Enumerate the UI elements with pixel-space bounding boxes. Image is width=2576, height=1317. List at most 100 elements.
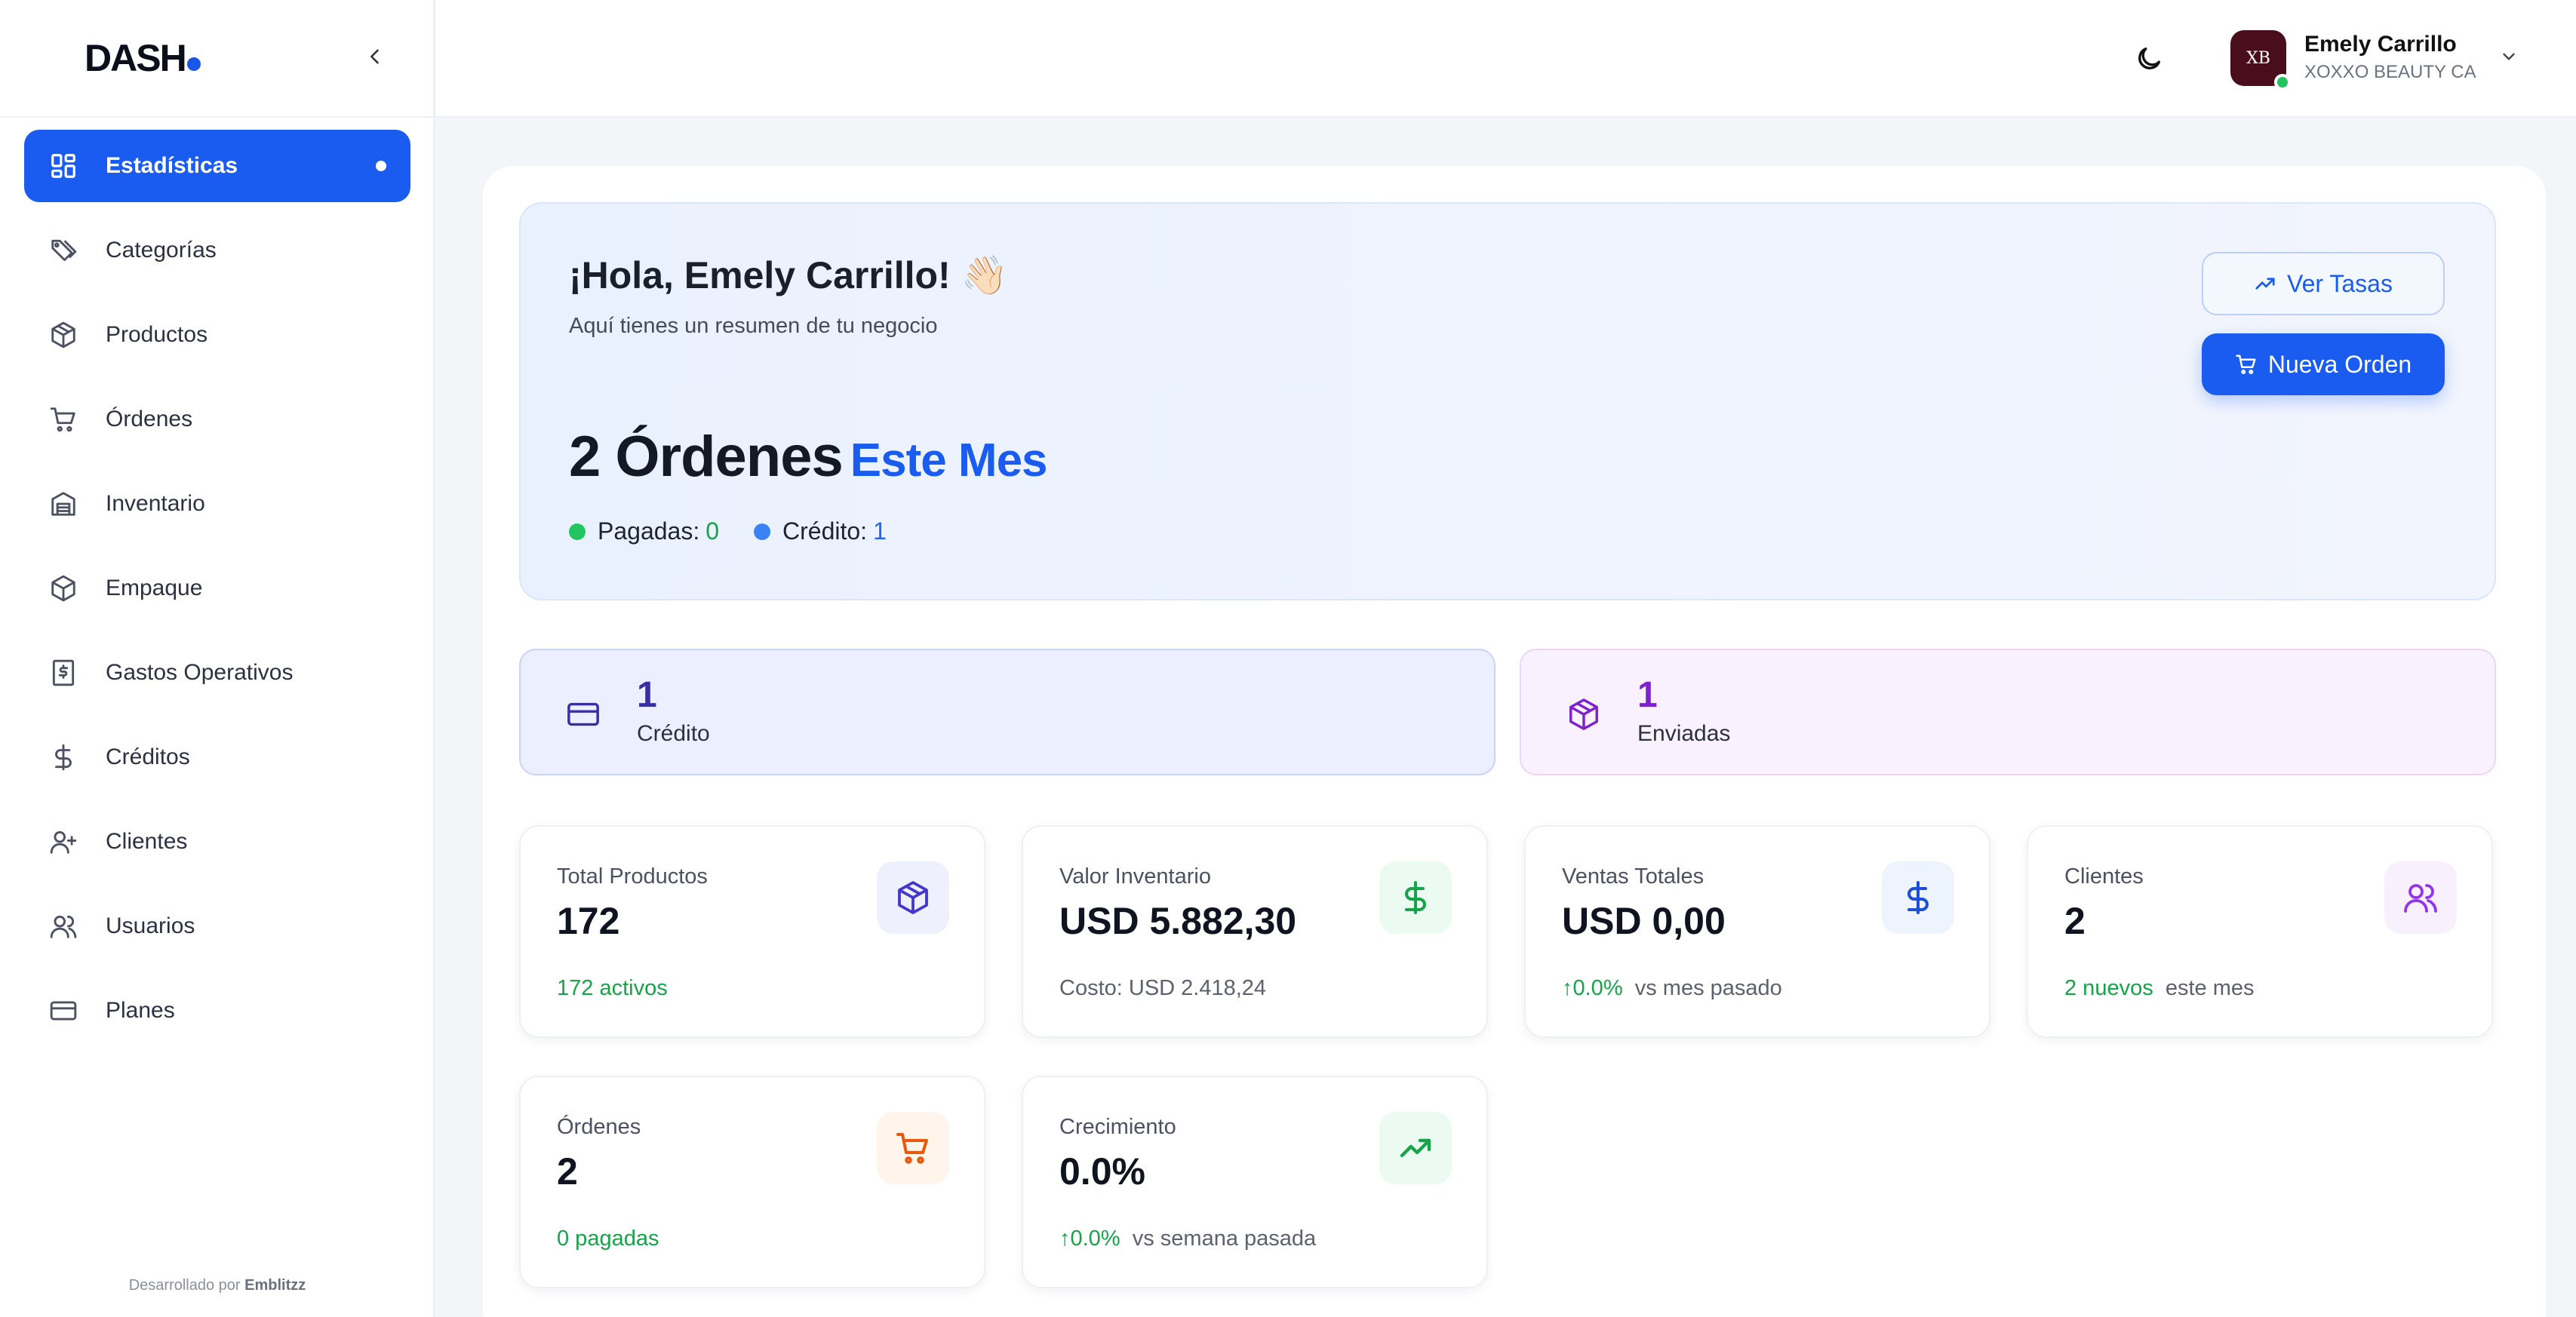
dashboard-grid-icon <box>48 151 78 181</box>
user-company: XOXXO BEAUTY CA <box>2304 62 2476 82</box>
users-icon <box>48 911 78 941</box>
stat-footer-highlight: 0 pagadas <box>557 1226 659 1251</box>
sent-count: 1 <box>1637 675 1658 715</box>
stat-title: Crecimiento <box>1059 1115 1176 1139</box>
top-bar <box>436 0 2576 118</box>
avatar[interactable]: XB <box>2230 30 2291 91</box>
credit-label: Crédito: <box>782 517 868 545</box>
cart-icon <box>2236 355 2256 375</box>
credit-status-card[interactable]: 1 Crédito <box>519 649 1495 775</box>
welcome-banner: ¡Hola, Emely Carrillo! 👋🏻 Aquí tienes un… <box>519 202 2496 600</box>
stat-footer: Costo: USD 2.418,24 <box>1059 976 1267 1000</box>
sidebar-item-categorias[interactable]: Categorías <box>24 214 410 287</box>
stat-footer: ↑0.0% vs mes pasado <box>1562 976 1782 1001</box>
sidebar-item-productos[interactable]: Productos <box>24 299 410 371</box>
sidebar-item-label: Planes <box>106 998 175 1023</box>
stat-card-clients[interactable]: Clientes 2 2 nuevos este mes <box>2027 825 2493 1038</box>
new-order-button[interactable]: Nueva Orden <box>2202 333 2445 395</box>
credit-status-label: Crédito <box>637 721 710 746</box>
dollar-icon <box>48 742 78 772</box>
credit-value: 1 <box>873 517 887 545</box>
sidebar-item-creditos[interactable]: Créditos <box>24 721 410 794</box>
box-icon <box>48 320 78 350</box>
chevron-down-icon <box>2503 53 2515 60</box>
stat-footer-highlight: 0.0% <box>1070 1226 1120 1251</box>
stat-value: USD 5.882,30 <box>1059 900 1297 942</box>
sidebar-item-label: Empaque <box>106 576 203 600</box>
logo[interactable]: DASH <box>85 36 201 80</box>
period-label: Este Mes <box>850 434 1048 487</box>
sidebar-item-empaque[interactable]: Empaque <box>24 552 410 625</box>
stat-card-growth[interactable]: Crecimiento 0.0% ↑0.0% vs semana pasada <box>1022 1076 1488 1288</box>
view-rates-button[interactable]: Ver Tasas <box>2202 252 2445 315</box>
stat-value: 172 <box>557 900 620 942</box>
sidebar: DASH Estadísticas Categorías Productos <box>0 0 435 1317</box>
view-rates-label: Ver Tasas <box>2287 269 2393 297</box>
avatar-initials: XB <box>2246 48 2270 68</box>
chevron-left-icon <box>370 49 379 64</box>
sidebar-header: DASH <box>0 0 433 118</box>
package-icon <box>1565 695 1603 733</box>
sidebar-item-estadisticas[interactable]: Estadísticas <box>24 130 410 202</box>
sidebar-item-inventario[interactable]: Inventario <box>24 468 410 540</box>
greeting-subtitle: Aquí tienes un resumen de tu negocio <box>569 314 938 338</box>
package-icon <box>48 573 78 603</box>
stat-card-total-products[interactable]: Total Productos 172 172 activos <box>519 825 985 1038</box>
stat-title: Órdenes <box>557 1115 641 1139</box>
stat-value: 0.0% <box>1059 1150 1145 1193</box>
stat-card-orders[interactable]: Órdenes 2 0 pagadas <box>519 1076 985 1288</box>
cart-icon <box>877 1112 949 1184</box>
orders-breakdown: Pagadas: 0 Crédito: 1 <box>569 517 887 545</box>
footer-brand-link[interactable]: Emblitzz <box>244 1277 306 1294</box>
greeting-title: ¡Hola, Emely Carrillo! 👋🏻 <box>569 254 1008 296</box>
sent-status-card[interactable]: 1 Enviadas <box>1520 649 2496 775</box>
paid-value: 0 <box>705 517 720 545</box>
sidebar-footer: Desarrollado por Emblitzz <box>0 1277 435 1294</box>
sidebar-item-label: Categorías <box>106 238 217 262</box>
sidebar-item-ordenes[interactable]: Órdenes <box>24 383 410 456</box>
box-icon <box>877 861 949 934</box>
user-name[interactable]: Emely Carrillo <box>2304 32 2457 57</box>
dollar-icon <box>1379 861 1452 934</box>
stat-card-total-sales[interactable]: Ventas Totales USD 0,00 ↑0.0% vs mes pas… <box>1524 825 1990 1038</box>
stat-title: Total Productos <box>557 864 708 889</box>
sidebar-item-gastos-operativos[interactable]: Gastos Operativos <box>24 637 410 709</box>
sidebar-item-usuarios[interactable]: Usuarios <box>24 890 410 962</box>
sidebar-nav: Estadísticas Categorías Productos Órdene… <box>24 130 410 1059</box>
footer-prefix: Desarrollado por <box>128 1277 241 1294</box>
stat-footer-text: vs mes pasado <box>1634 976 1782 1000</box>
stat-footer: 2 nuevos este mes <box>2064 976 2255 1001</box>
stat-footer-highlight: 172 activos <box>557 976 668 1000</box>
sidebar-item-planes[interactable]: Planes <box>24 975 410 1047</box>
online-status-dot <box>2274 74 2291 91</box>
stat-value: 2 <box>2064 900 2086 942</box>
sidebar-item-label: Créditos <box>106 744 190 769</box>
sidebar-item-label: Usuarios <box>106 913 195 938</box>
credit-card-icon <box>564 695 602 733</box>
credit-dot <box>754 523 771 540</box>
paid-label: Pagadas: <box>598 517 700 545</box>
stat-card-inventory-value[interactable]: Valor Inventario USD 5.882,30 Costo: USD… <box>1022 825 1488 1038</box>
stat-footer-highlight: 2 nuevos <box>2064 976 2153 1000</box>
stat-title: Clientes <box>2064 864 2144 889</box>
users-icon <box>2384 861 2457 934</box>
orders-count: 2 Órdenes <box>569 425 844 489</box>
sidebar-item-clientes[interactable]: Clientes <box>24 806 410 878</box>
sidebar-item-label: Órdenes <box>106 407 193 431</box>
warehouse-icon <box>48 489 78 519</box>
stat-footer-highlight: 0.0% <box>1572 976 1623 1000</box>
paid-dot <box>569 523 586 540</box>
arrow-up-icon: ↑ <box>1562 976 1573 1000</box>
stat-footer: 0 pagadas <box>557 1226 659 1251</box>
stat-footer-text: vs semana pasada <box>1132 1226 1317 1251</box>
moon-icon <box>2138 48 2160 69</box>
theme-toggle-button[interactable] <box>2132 42 2166 75</box>
trending-up-icon <box>2255 278 2275 290</box>
collapse-sidebar-button[interactable] <box>362 44 388 69</box>
receipt-dollar-icon <box>48 658 78 688</box>
arrow-up-icon: ↑ <box>1059 1226 1071 1251</box>
stat-title: Valor Inventario <box>1059 864 1211 889</box>
user-menu-button[interactable] <box>2498 45 2520 68</box>
stat-footer: 172 activos <box>557 976 668 1001</box>
stat-footer-text: este mes <box>2165 976 2255 1000</box>
